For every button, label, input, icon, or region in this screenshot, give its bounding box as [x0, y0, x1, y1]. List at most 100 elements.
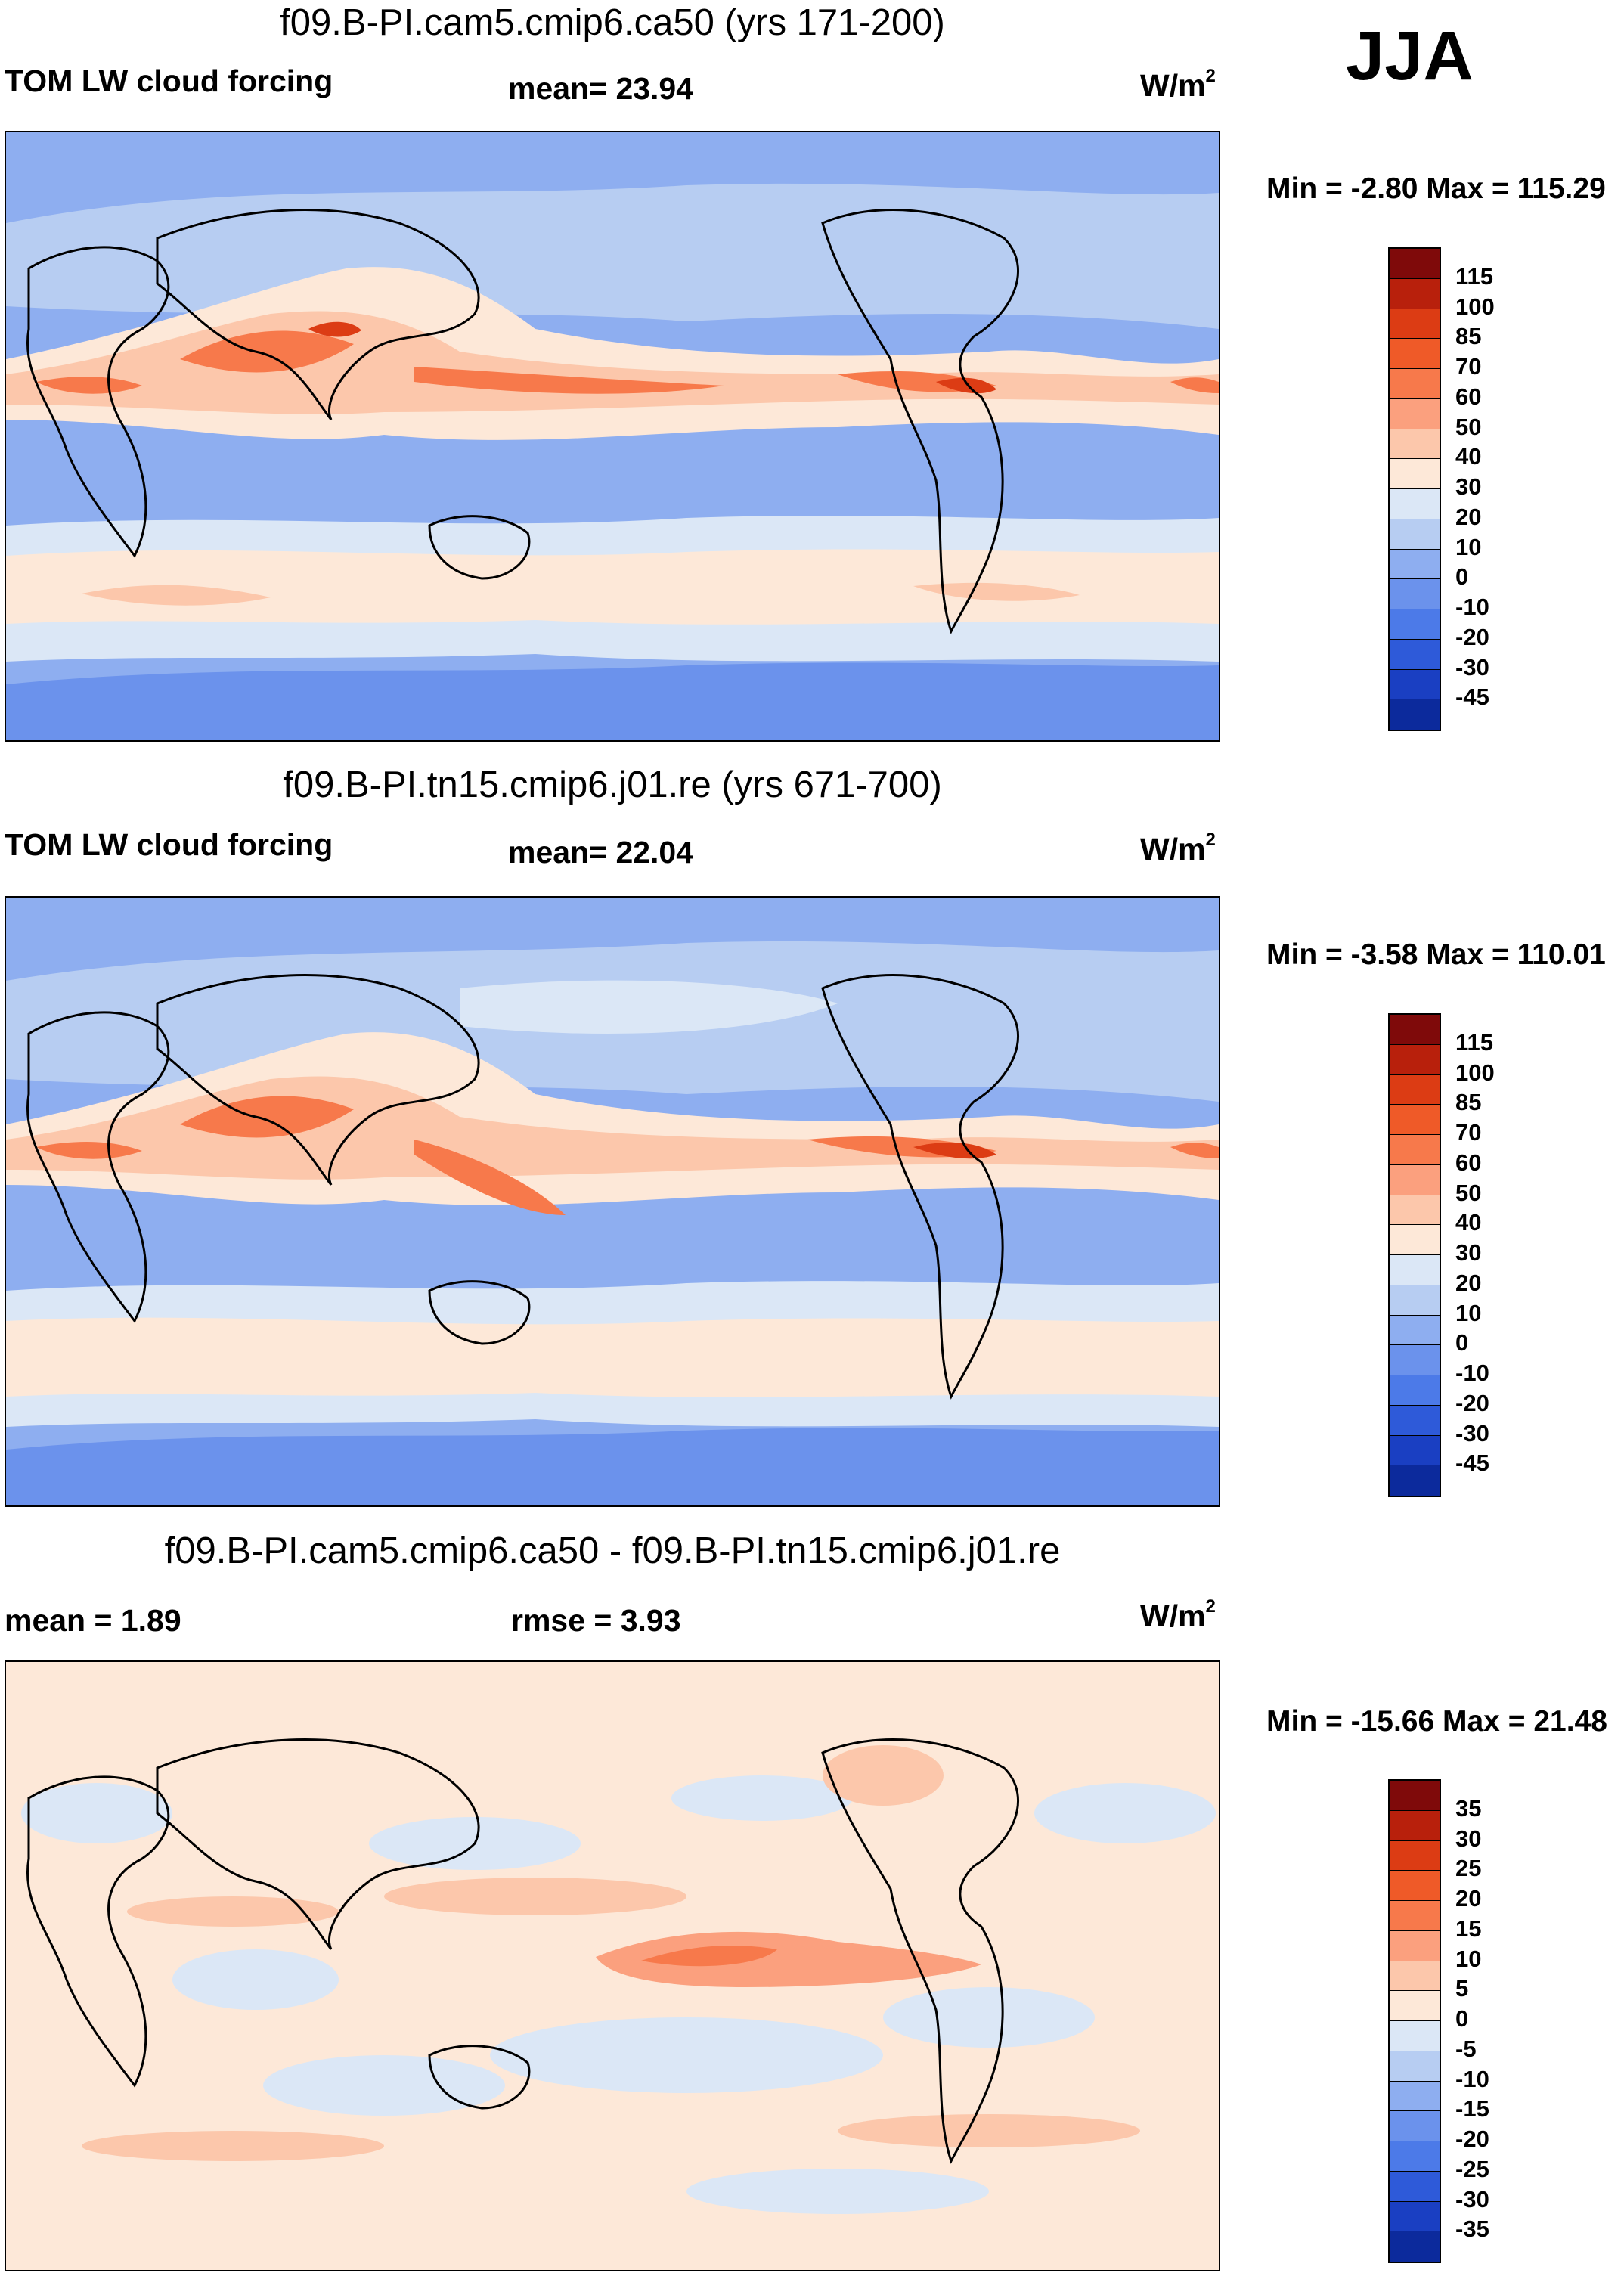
colorbar-tick-label: 5 [1455, 1975, 1469, 2002]
colorbar-swatch [1390, 339, 1440, 369]
panel-2-variable-label: TOM LW cloud forcing [5, 827, 333, 862]
panel-3-title: f09.B-PI.cam5.cmip6.ca50 - f09.B-PI.tn15… [164, 1530, 1061, 1571]
colorbar-swatch [1390, 2021, 1440, 2051]
panel-3-rmse-label: rmse = 3.93 [511, 1603, 681, 1638]
coastlines [26, 209, 1019, 634]
colorbar-tick-label: 40 [1455, 443, 1482, 470]
colorbar-swatch [1390, 2171, 1440, 2202]
colorbar-swatch [1390, 459, 1440, 489]
coastlines [26, 974, 1019, 1400]
colorbar-swatch [1390, 1195, 1440, 1226]
colorbar-swatch [1390, 2201, 1440, 2232]
season-label: JJA [1346, 17, 1474, 95]
colorbar-swatch [1390, 609, 1440, 640]
panel-1-variable-label: TOM LW cloud forcing [5, 64, 333, 98]
panel-1-minmax: Min = -2.80 Max = 115.29 [1266, 172, 1606, 205]
colorbar-tick-label: -45 [1455, 1450, 1489, 1477]
panel-3-mean-label: mean = 1.89 [5, 1603, 181, 1638]
colorbar-tick-label: 50 [1455, 413, 1482, 440]
colorbar-swatch [1390, 699, 1440, 730]
panel-2-map [5, 896, 1220, 1507]
colorbar-swatch [1390, 1375, 1440, 1406]
colorbar-swatch [1390, 1810, 1440, 1841]
colorbar-swatch [1390, 1435, 1440, 1466]
panel-3-colorbar-ticks: 35 30 25 20 15 10 5 0 -5 -10 -15 -20 -25 -30 -35 [1455, 1779, 1591, 2263]
colorbar-swatch [1390, 1255, 1440, 1285]
panel-2-colorbar [1388, 1013, 1441, 1497]
colorbar-tick-label: 115 [1455, 1028, 1494, 1056]
panel-2-title: f09.B-PI.tn15.cmip6.j01.re (yrs 671-700) [283, 764, 942, 805]
panel-3-colorbar [1388, 1779, 1441, 2263]
southern-peach-band [6, 549, 1219, 625]
colorbar-swatch [1390, 489, 1440, 519]
colorbar-tick-label: 10 [1455, 1945, 1482, 1972]
panel-2-mean-label: mean= 22.04 [508, 835, 694, 870]
panel-2-units: W/m2 [1140, 829, 1216, 867]
colorbar-tick-label: -30 [1455, 1419, 1489, 1447]
colorbar-swatch [1390, 2141, 1440, 2172]
colorbar-tick-label: 25 [1455, 1855, 1482, 1882]
colorbar-swatch [1390, 2231, 1440, 2262]
diff-salmon-patches [82, 1745, 1140, 2161]
colorbar-tick-label: 100 [1455, 293, 1495, 320]
colorbar-swatch [1390, 309, 1440, 340]
colorbar-tick-label: 60 [1455, 383, 1482, 410]
panel-1-title: f09.B-PI.cam5.cmip6.ca50 (yrs 171-200) [280, 2, 945, 43]
colorbar-tick-label: -20 [1455, 2126, 1489, 2152]
colorbar-tick-label: 0 [1455, 1329, 1469, 1357]
colorbar-swatch [1390, 669, 1440, 700]
diff-blue-patches [21, 1775, 1216, 2214]
diff-red-pacific-core [641, 1946, 777, 1967]
colorbar-swatch [1390, 2111, 1440, 2141]
colorbar-swatch [1390, 1345, 1440, 1375]
southern-peach-band [6, 1317, 1219, 1397]
panel-2-minmax: Min = -3.58 Max = 110.01 [1266, 938, 1606, 971]
panel-3-units: W/m2 [1140, 1596, 1216, 1633]
colorbar-swatch [1390, 2081, 1440, 2112]
colorbar-tick-label: 40 [1455, 1209, 1482, 1236]
colorbar-swatch [1390, 1901, 1440, 1931]
antarctic-layer [6, 662, 1219, 740]
colorbar-tick-label: 30 [1455, 1239, 1482, 1266]
colorbar-tick-label: 20 [1455, 1885, 1482, 1912]
colorbar-tick-label: -35 [1455, 2216, 1489, 2243]
colorbar-tick-label: -30 [1455, 653, 1489, 681]
colorbar-swatch [1390, 1840, 1440, 1871]
colorbar-swatch [1390, 1871, 1440, 1901]
colorbar-swatch [1390, 1781, 1440, 1811]
colorbar-tick-label: 100 [1455, 1059, 1495, 1086]
colorbar-tick-label: 85 [1455, 323, 1482, 350]
colorbar-tick-label: 35 [1455, 1794, 1482, 1822]
colorbar-swatch [1390, 1225, 1440, 1255]
colorbar-tick-label: -25 [1455, 2155, 1489, 2182]
colorbar-tick-label: 70 [1455, 353, 1482, 380]
panel-2-map-svg [6, 898, 1219, 1505]
colorbar-swatch [1390, 1991, 1440, 2021]
panel-1-mean-label: mean= 23.94 [508, 71, 694, 106]
diff-red-pacific [596, 1931, 981, 1987]
colorbar-tick-label: -15 [1455, 2095, 1489, 2123]
colorbar-swatch [1390, 249, 1440, 279]
colorbar-tick-label: 115 [1455, 262, 1494, 290]
colorbar-swatch [1390, 1930, 1440, 1961]
colorbar-tick-label: -30 [1455, 2185, 1489, 2212]
colorbar-tick-label: 10 [1455, 533, 1482, 560]
antarctic-layer [6, 1428, 1219, 1505]
colorbar-tick-label: 70 [1455, 1119, 1482, 1146]
panel-1-colorbar-ticks: 115 100 85 70 60 50 40 30 20 10 0 -10 -20 -30 -45 [1455, 247, 1591, 731]
nh-light-band [6, 183, 1219, 329]
colorbar-swatch [1390, 1135, 1440, 1165]
colorbar-swatch [1390, 519, 1440, 550]
colorbar-tick-label: 15 [1455, 1915, 1482, 1942]
colorbar-tick-label: 20 [1455, 1269, 1482, 1296]
colorbar-swatch [1390, 398, 1440, 429]
itcz-hot [913, 1142, 996, 1159]
panel-1-colorbar [1388, 247, 1441, 731]
colorbar-swatch [1390, 1465, 1440, 1496]
southern-salmon-patches [82, 582, 1080, 606]
colorbar-swatch [1390, 549, 1440, 580]
colorbar-tick-label: -20 [1455, 623, 1489, 650]
colorbar-swatch [1390, 2051, 1440, 2082]
colorbar-swatch [1390, 1015, 1440, 1045]
colorbar-tick-label: -45 [1455, 684, 1489, 711]
